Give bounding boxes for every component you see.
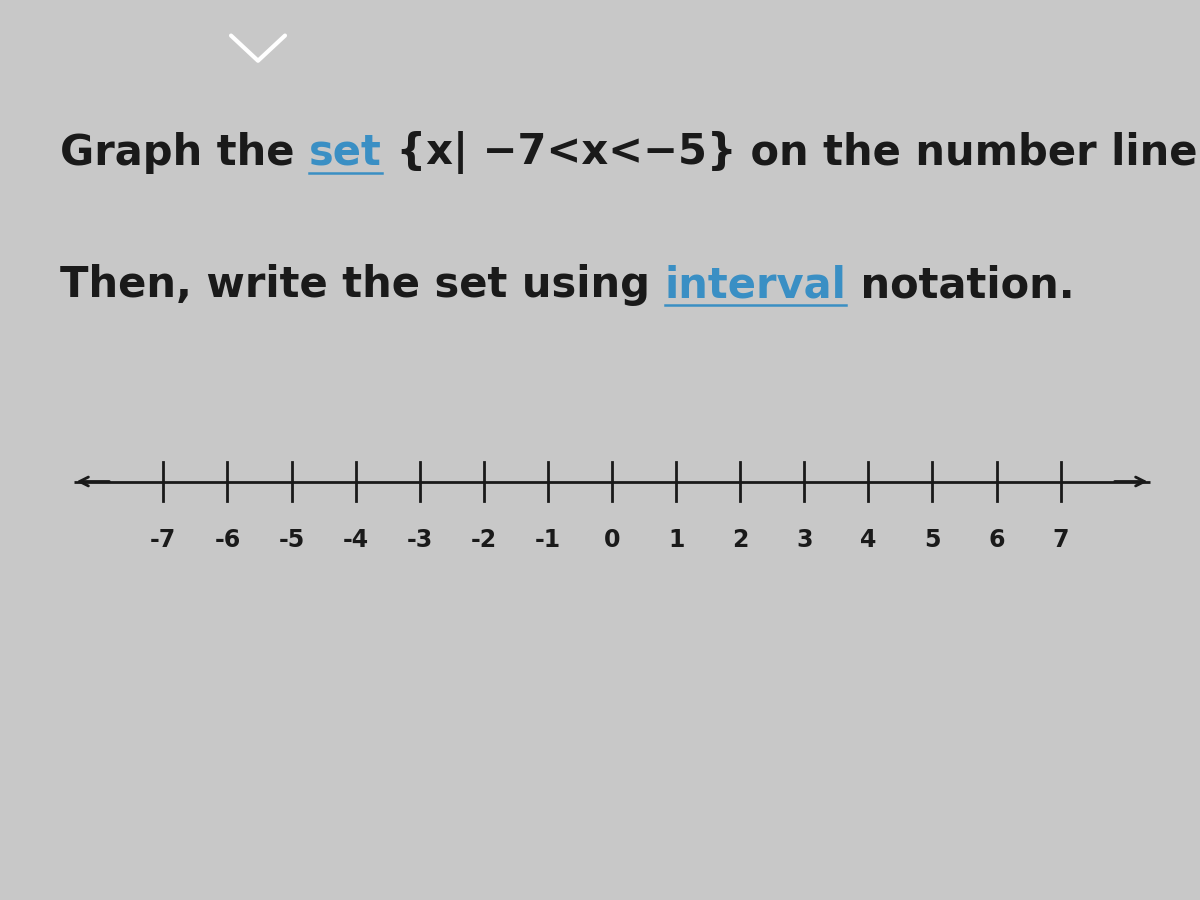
Text: interval: interval <box>665 264 846 306</box>
Text: set: set <box>310 131 382 174</box>
Text: Graph the: Graph the <box>60 131 310 174</box>
Text: -6: -6 <box>215 528 240 553</box>
Text: -1: -1 <box>535 528 560 553</box>
Text: notation.: notation. <box>846 264 1075 306</box>
Text: Then, write the set using: Then, write the set using <box>60 264 665 306</box>
Text: 4: 4 <box>860 528 876 553</box>
Text: {x| −7<x<−5}: {x| −7<x<−5} <box>382 131 737 174</box>
Text: -2: -2 <box>470 528 497 553</box>
Text: 6: 6 <box>989 528 1004 553</box>
Text: 3: 3 <box>796 528 812 553</box>
Text: 1: 1 <box>668 528 684 553</box>
Text: -7: -7 <box>150 528 176 553</box>
Text: -5: -5 <box>278 528 305 553</box>
Text: on the number line.: on the number line. <box>737 131 1200 174</box>
Text: 7: 7 <box>1052 528 1069 553</box>
Text: 5: 5 <box>924 528 941 553</box>
Text: -3: -3 <box>407 528 433 553</box>
Text: 2: 2 <box>732 528 749 553</box>
Text: 0: 0 <box>604 528 620 553</box>
Text: -4: -4 <box>342 528 368 553</box>
